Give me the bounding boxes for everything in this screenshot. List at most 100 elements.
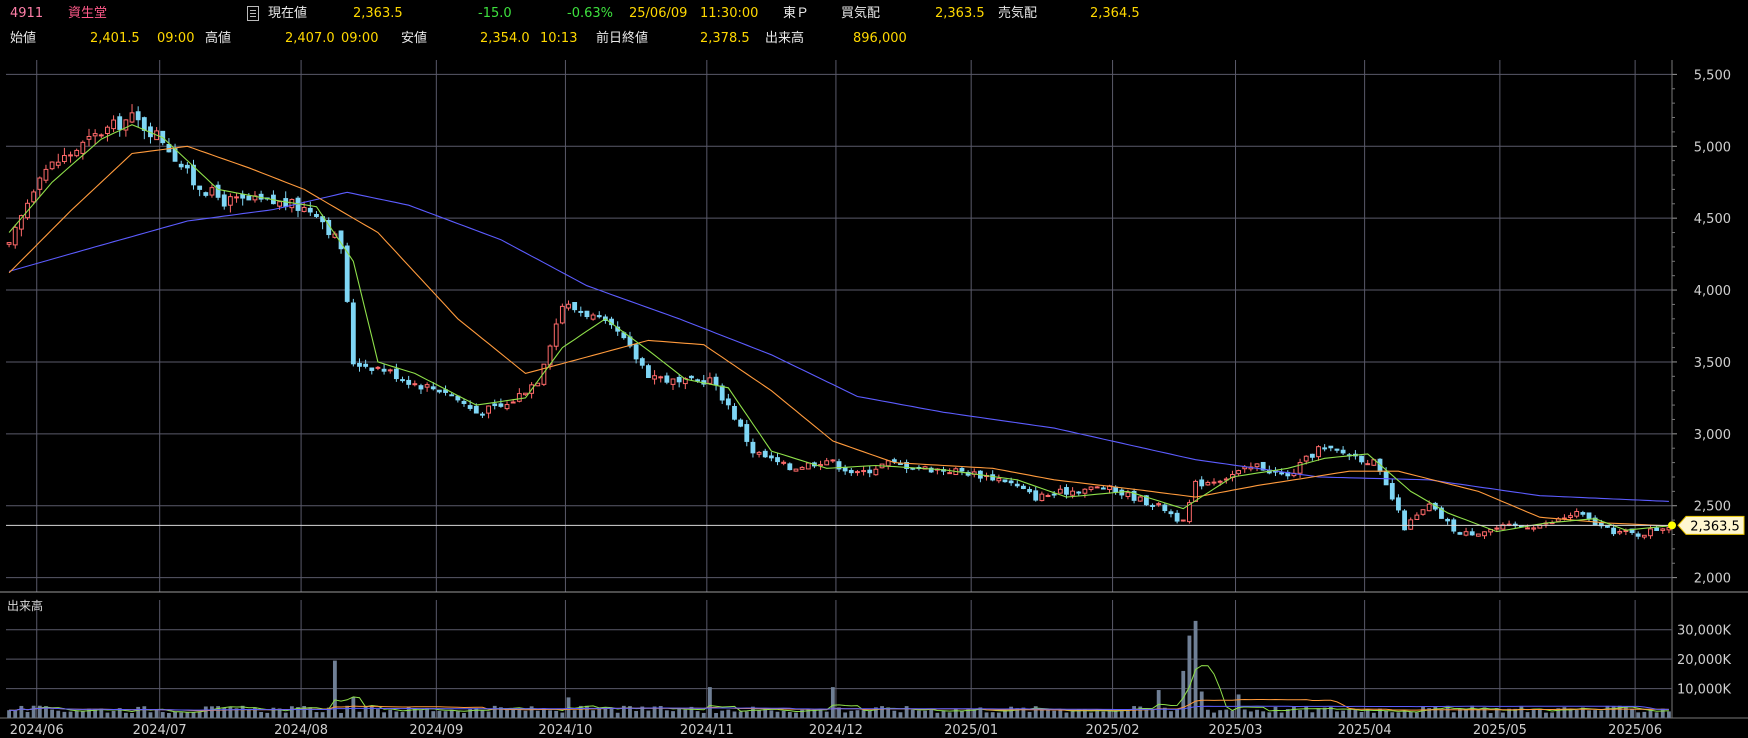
volume-bar [437,710,442,718]
volume-bar [548,710,552,718]
candle-up [1236,470,1241,475]
volume-bar [1113,710,1118,718]
volume-bar [271,707,276,718]
memo-icon[interactable] [247,6,259,21]
stock-name[interactable]: 資生堂 [68,6,108,21]
candle-down [381,368,387,372]
volume-bar [1568,709,1573,718]
volume-bar [62,711,67,718]
candle-up [1463,531,1469,536]
volume-bar [1169,711,1173,718]
volume-bar [1095,710,1100,718]
candle-down [344,245,350,302]
candle-down [1168,511,1174,515]
candle-down [891,459,897,463]
high-value: 2,407.0 [285,31,335,46]
volume-bar [935,712,940,718]
candle-up [781,461,787,464]
volume-bar [111,710,116,718]
high-time: 09:00 [341,31,379,46]
moving-average-long [8,191,1669,502]
candle-up [209,187,215,196]
volume-bar [480,710,485,718]
candle-up [43,168,49,181]
candle-down [904,462,910,469]
candle-down [676,376,682,383]
date-tick-label: 2025/01 [944,723,998,738]
volume-bar [1544,712,1548,718]
volume-bar [1316,708,1321,718]
candle-down [713,376,719,386]
date-tick-label: 2024/12 [809,723,863,738]
volume-bar [886,707,891,718]
candle-up [1082,488,1088,494]
candles [6,104,1672,540]
volume-bar [50,709,55,718]
candle-up [61,155,67,163]
candle-up [49,161,55,170]
candle-up [1641,534,1647,538]
volume-tick-label: 10,000K [1677,683,1731,698]
candle-down [135,111,141,121]
candle-down [762,450,768,458]
volume-bar [1636,712,1641,718]
volume-bar [621,705,626,718]
volume-bar [1082,709,1087,718]
volume-bar [7,710,11,718]
candle-up [824,460,830,466]
candle-down [240,193,246,199]
candle-down [1654,527,1660,531]
candle-down [596,315,602,318]
volume-bar [1599,710,1604,718]
volume-bar [787,712,792,718]
volume-bar [142,706,147,718]
volume-bar [732,711,737,718]
volume-bar [44,706,48,718]
volume-bar [990,712,995,718]
candle-down [117,116,123,130]
candle-down [990,474,996,481]
candle-down [1113,486,1119,493]
candle-down [1402,510,1407,531]
volume-bar [1199,691,1204,718]
volume-bar [800,709,805,718]
volume-bar [31,705,36,718]
volume-bar [1359,711,1364,718]
volume-bar [1212,712,1216,718]
volume-bar [861,710,866,718]
volume-bar [751,706,755,718]
quote-header: 4911 資生堂 現在値 2,363.5 -15.0 -0.63% 25/06/… [0,0,1748,60]
candle-down [1580,512,1586,515]
volume-bar [812,709,817,718]
candle-down [1611,527,1617,535]
volume-bar [197,711,202,718]
candle-up [541,363,547,385]
candle-up [1211,481,1217,484]
volume-bar [720,710,725,718]
candle-up [1180,519,1186,522]
volume-bar [498,707,503,718]
volume-bar [1304,706,1309,718]
volume-bar [1328,706,1333,718]
volume-bar [1470,705,1475,718]
candle-down [184,164,190,169]
stock-code[interactable]: 4911 [10,6,44,21]
candle-down [203,192,209,196]
candle-up [1125,492,1131,498]
candle-up [818,464,823,467]
candle-down [178,163,184,168]
candle-down [1131,490,1137,501]
candle-down [725,398,731,406]
candle-up [885,460,891,467]
candle-up [559,305,565,324]
volume-bar [1494,708,1499,718]
volume-bar [572,710,577,718]
candle-up [123,119,129,131]
candle-up [793,468,799,472]
volume-bar [1507,708,1511,718]
volume-bar [462,712,466,718]
volume-bar [240,705,245,718]
volume-bar [1175,708,1180,718]
candle-down [787,463,793,471]
